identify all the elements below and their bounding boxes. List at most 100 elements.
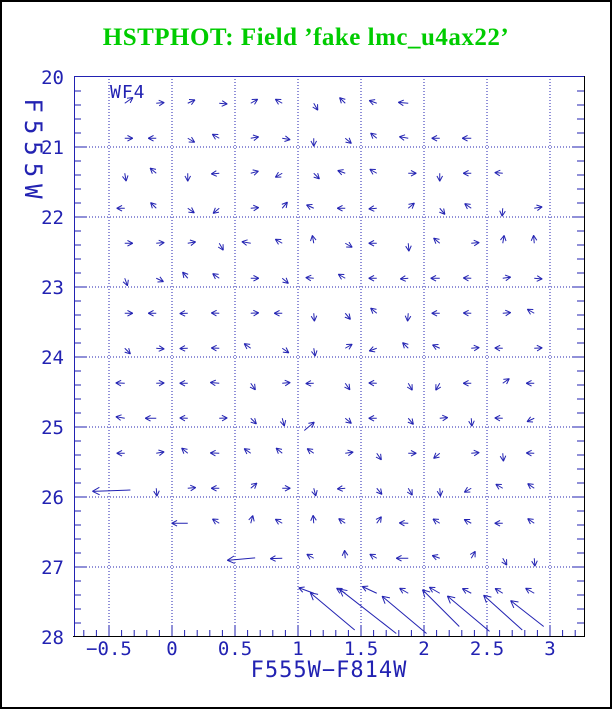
vector-arrow bbox=[533, 235, 535, 244]
vector-arrow bbox=[502, 453, 504, 462]
vector-arrow bbox=[501, 208, 504, 217]
vector-arrowhead bbox=[443, 208, 446, 215]
vector-arrowhead bbox=[191, 136, 196, 143]
vector-arrow bbox=[483, 594, 523, 631]
vector-arrowhead bbox=[499, 210, 503, 217]
vector-arrowhead bbox=[375, 516, 382, 520]
vector-arrowhead bbox=[433, 237, 437, 244]
vector-arrowhead bbox=[504, 274, 511, 278]
vector-arrowhead bbox=[148, 312, 154, 317]
vector-arrowhead bbox=[400, 278, 406, 282]
vector-arrowhead bbox=[337, 485, 343, 490]
vector-arrowhead bbox=[285, 135, 291, 141]
vector-arrow bbox=[399, 587, 409, 594]
vector-arrowhead bbox=[115, 416, 121, 421]
vector-arrowhead bbox=[431, 137, 438, 142]
vector-arrowhead bbox=[433, 452, 437, 459]
vector-arrowhead bbox=[308, 421, 315, 424]
vector-arrowhead bbox=[306, 553, 311, 560]
vector-arrowhead bbox=[179, 382, 186, 387]
vector-arrow bbox=[275, 172, 283, 178]
vector-arrowhead bbox=[274, 309, 280, 314]
vector-arrow bbox=[250, 136, 259, 139]
vector-arrowhead bbox=[381, 595, 391, 599]
vector-arrow bbox=[370, 307, 378, 314]
vector-arrow bbox=[303, 421, 315, 431]
vector-arrowhead bbox=[158, 242, 165, 247]
vector-arrow bbox=[337, 487, 346, 490]
vector-arrowhead bbox=[463, 379, 469, 384]
vector-arrowhead bbox=[510, 600, 519, 603]
vector-arrowhead bbox=[345, 141, 352, 144]
vector-arrowhead bbox=[305, 380, 312, 384]
vector-arrowhead bbox=[494, 347, 501, 352]
vector-arrowhead bbox=[506, 378, 510, 385]
vector-arrow bbox=[156, 102, 165, 104]
tick-label: 20 bbox=[41, 67, 64, 89]
vector-arrow bbox=[281, 347, 290, 354]
vector-arrowhead bbox=[212, 207, 216, 214]
vector-arrow bbox=[369, 168, 378, 174]
vector-arrowhead bbox=[533, 235, 538, 241]
vector-arrow bbox=[344, 343, 353, 349]
vector-arrowhead bbox=[494, 169, 501, 174]
vector-arrowhead bbox=[439, 490, 444, 497]
vector-arrowhead bbox=[182, 272, 185, 279]
vector-arrowhead bbox=[190, 99, 196, 105]
vector-arrow bbox=[243, 448, 252, 454]
vector-arrow bbox=[218, 243, 224, 251]
vector-arrowhead bbox=[501, 561, 508, 566]
vector-arrowhead bbox=[407, 315, 412, 322]
vector-arrow bbox=[502, 312, 511, 314]
vector-arrow bbox=[435, 382, 441, 391]
vector-arrowhead bbox=[433, 237, 440, 240]
vector-arrow bbox=[471, 452, 480, 454]
vector-arrowhead bbox=[370, 307, 377, 310]
tick-label: 23 bbox=[41, 277, 64, 299]
vector-arrowhead bbox=[435, 386, 442, 391]
vector-arrow bbox=[345, 451, 354, 454]
vector-arrowhead bbox=[127, 239, 133, 244]
vector-arrowhead bbox=[473, 347, 480, 352]
vector-arrowhead bbox=[244, 343, 251, 345]
vector-arrowhead bbox=[283, 420, 287, 427]
vector-arrowhead bbox=[368, 274, 375, 279]
vector-arrow bbox=[313, 313, 315, 322]
vector-arrowhead bbox=[158, 379, 165, 384]
vector-arrowhead bbox=[116, 204, 123, 209]
vector-arrowhead bbox=[347, 449, 354, 453]
vector-arrow bbox=[313, 348, 316, 357]
vector-arrowhead bbox=[184, 175, 189, 182]
vector-arrow bbox=[429, 586, 441, 594]
vector-arrowhead bbox=[462, 134, 468, 139]
vector-arrow bbox=[462, 588, 472, 594]
vector-arrowhead bbox=[338, 518, 342, 525]
vector-arrow bbox=[306, 204, 314, 209]
vector-arrowhead bbox=[348, 451, 354, 457]
vector-arrowhead bbox=[361, 586, 367, 592]
vector-arrow bbox=[432, 344, 440, 349]
vector-arrow bbox=[463, 519, 472, 524]
vector-arrowhead bbox=[369, 168, 374, 175]
vector-arrowhead bbox=[381, 596, 386, 604]
vector-arrowhead bbox=[447, 595, 456, 599]
vector-arrowhead bbox=[337, 169, 344, 172]
vector-arrowhead bbox=[127, 309, 133, 314]
tick-label: 22 bbox=[41, 207, 64, 229]
vector-arrow bbox=[212, 207, 220, 214]
vector-arrowhead bbox=[370, 307, 374, 314]
vector-arrowhead bbox=[368, 346, 374, 352]
vector-arrowhead bbox=[402, 342, 405, 349]
vector-arrowhead bbox=[462, 137, 468, 142]
vector-arrowhead bbox=[369, 99, 376, 102]
vector-arrow bbox=[527, 518, 535, 524]
vector-arrowhead bbox=[281, 201, 288, 205]
vector-arrow bbox=[339, 588, 397, 634]
vector-arrowhead bbox=[510, 600, 515, 609]
vector-arrowhead bbox=[463, 312, 469, 317]
vector-arrowhead bbox=[463, 486, 468, 493]
vector-arrowhead bbox=[212, 273, 216, 280]
vector-arrowhead bbox=[274, 238, 279, 245]
vector-arrow bbox=[407, 243, 410, 252]
